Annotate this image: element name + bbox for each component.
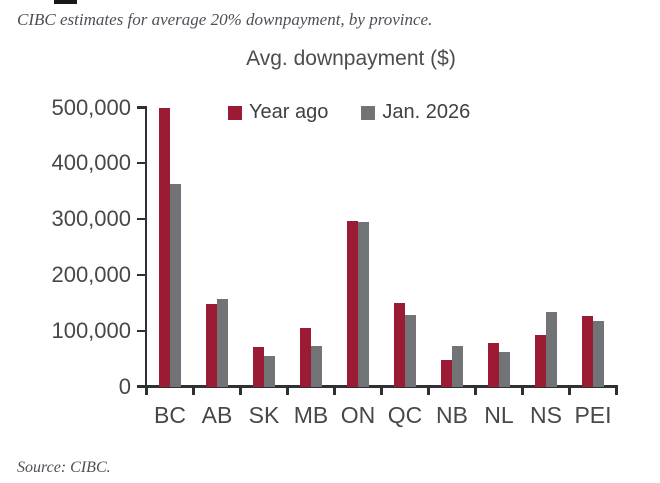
bar-year-ago-ab [206, 303, 217, 387]
jan-2026-swatch-icon [361, 105, 376, 120]
bar-year-ago-ns [535, 334, 546, 387]
x-tick [239, 387, 242, 396]
x-tick [615, 387, 618, 396]
x-tick [145, 387, 148, 396]
x-tick-label: MB [293, 402, 329, 428]
bar-year-ago-mb [300, 327, 311, 387]
bar-jan-2026-qc [405, 314, 416, 387]
bar-jan-2026-nl [499, 351, 510, 387]
bar-jan-2026-ab [217, 298, 228, 387]
y-tick-label: 200,000 [51, 261, 131, 287]
y-tick-label: 0 [118, 373, 131, 399]
bar-year-ago-nb [441, 359, 452, 387]
x-tick-label: ON [340, 402, 376, 428]
x-tick-label: NL [484, 402, 514, 428]
y-tick [137, 106, 147, 109]
clipped-title-fragment [54, 0, 77, 4]
x-axis-line [144, 385, 618, 388]
bar-year-ago-bc [159, 107, 170, 387]
year-ago-swatch-icon [228, 105, 242, 120]
bar-year-ago-qc [394, 302, 405, 387]
x-tick [192, 387, 195, 396]
x-tick [286, 387, 289, 396]
y-tick [137, 329, 147, 332]
bar-jan-2026-on [358, 221, 369, 387]
bar-jan-2026-sk [264, 355, 275, 387]
y-tick-label: 300,000 [51, 206, 131, 232]
x-tick-label: BC [154, 402, 186, 428]
bar-year-ago-sk [253, 346, 264, 387]
legend-item-year-ago: Year ago [228, 101, 328, 124]
x-tick-label: SK [248, 402, 280, 428]
bar-jan-2026-mb [311, 345, 322, 387]
legend-item-jan-2026: Jan. 2026 [361, 101, 470, 124]
x-tick [521, 387, 524, 396]
y-axis-line [144, 106, 148, 390]
legend-label-year-ago: Year ago [249, 101, 329, 123]
x-tick [568, 387, 571, 396]
bar-jan-2026-ns [546, 311, 557, 387]
source-note: Source: CIBC. [17, 459, 111, 476]
y-tick-label: 400,000 [51, 150, 131, 176]
y-tick [137, 162, 147, 165]
y-tick [137, 273, 147, 277]
y-tick [137, 385, 147, 388]
x-tick-label: NS [530, 402, 562, 428]
bar-year-ago-on [347, 220, 358, 387]
x-tick-label: QC [387, 402, 423, 428]
y-tick-label: 500,000 [51, 94, 131, 120]
chart-title: Avg. downpayment ($) [246, 47, 456, 70]
y-tick-label: 100,000 [51, 317, 131, 343]
x-tick [333, 387, 336, 396]
x-tick [427, 387, 430, 396]
y-tick [137, 217, 147, 221]
figure-subtitle: CIBC estimates for average 20% downpayme… [17, 10, 433, 29]
x-tick-label: NB [436, 402, 468, 428]
x-tick [380, 387, 383, 396]
x-tick [474, 387, 477, 396]
bar-jan-2026-bc [170, 183, 181, 387]
x-tick-label: PEI [574, 402, 612, 428]
bar-year-ago-pei [582, 315, 593, 387]
legend-label-jan-2026: Jan. 2026 [382, 101, 471, 123]
chart-legend: Year ago Jan. 2026 [228, 101, 470, 124]
bar-year-ago-nl [488, 342, 499, 387]
bar-jan-2026-pei [593, 320, 604, 387]
bar-jan-2026-nb [452, 345, 463, 387]
x-tick-label: AB [201, 402, 233, 428]
